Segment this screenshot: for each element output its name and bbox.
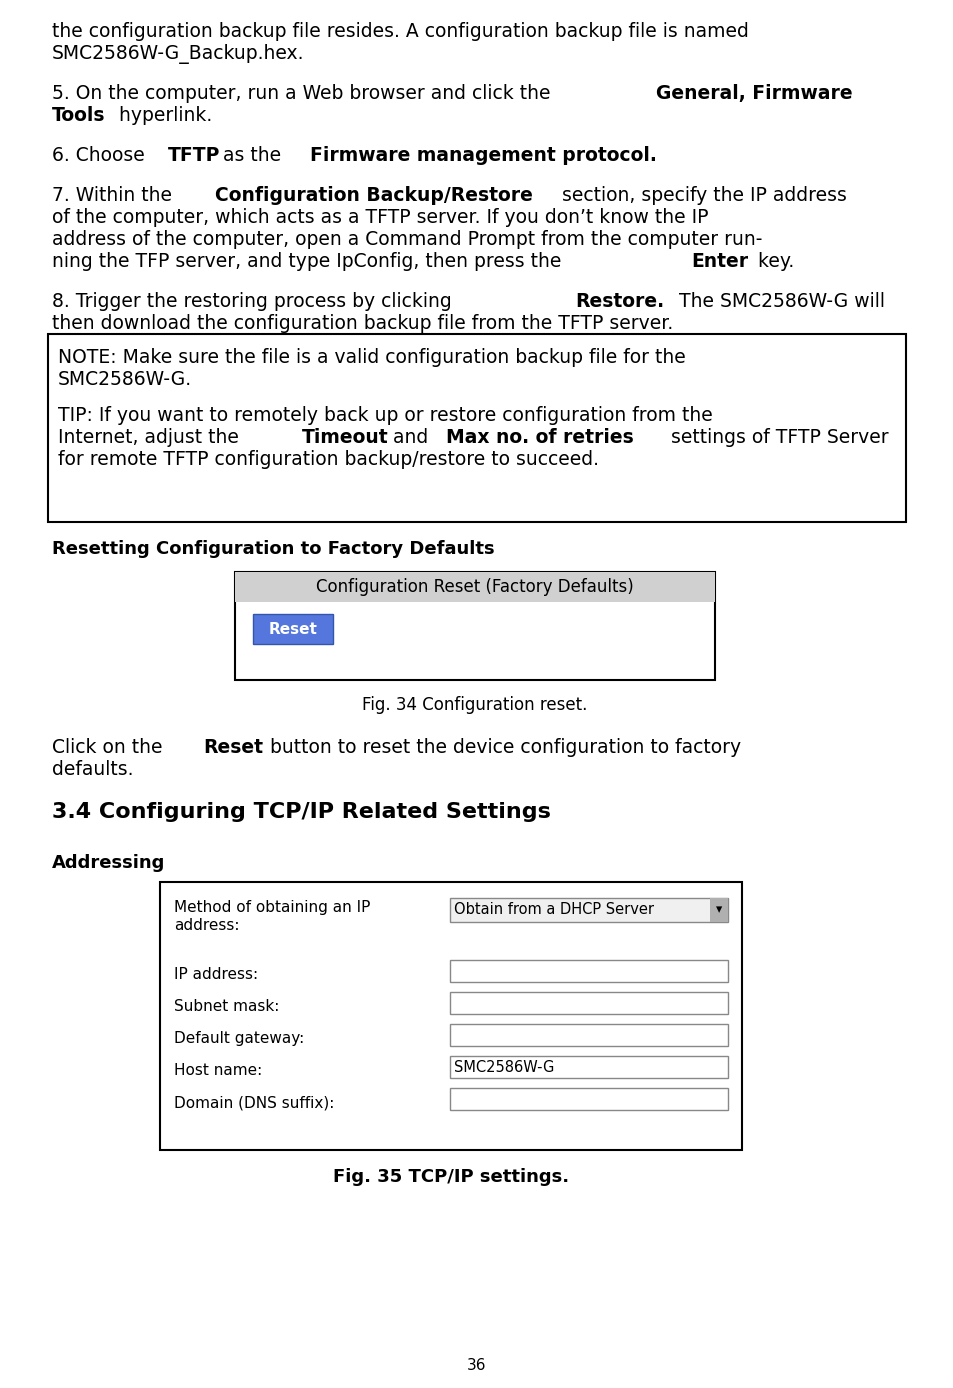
Text: Tools: Tools bbox=[52, 105, 106, 125]
Text: Fig. 35 TCP/IP settings.: Fig. 35 TCP/IP settings. bbox=[333, 1167, 569, 1185]
Text: defaults.: defaults. bbox=[52, 761, 133, 779]
Text: Host name:: Host name: bbox=[173, 1063, 262, 1078]
Text: Configuration Reset (Factory Defaults): Configuration Reset (Factory Defaults) bbox=[315, 577, 633, 595]
Text: The SMC2586W-G will: The SMC2586W-G will bbox=[672, 291, 883, 311]
Bar bbox=[234, 572, 714, 602]
Text: 36: 36 bbox=[467, 1357, 486, 1373]
Text: General, Firmware: General, Firmware bbox=[656, 85, 852, 103]
Text: IP address:: IP address: bbox=[173, 967, 258, 981]
Text: address of the computer, open a Command Prompt from the computer run-: address of the computer, open a Command … bbox=[52, 230, 761, 248]
Text: TIP: If you want to remotely back up or restore configuration from the: TIP: If you want to remotely back up or … bbox=[58, 407, 712, 425]
Text: TFTP: TFTP bbox=[168, 146, 220, 165]
Bar bbox=[48, 335, 905, 522]
Text: Reset: Reset bbox=[269, 622, 317, 637]
Text: of the computer, which acts as a TFTP server. If you don’t know the IP: of the computer, which acts as a TFTP se… bbox=[52, 208, 708, 228]
Text: Click on the: Click on the bbox=[52, 738, 169, 756]
Text: section, specify the IP address: section, specify the IP address bbox=[556, 186, 846, 205]
Text: Resetting Configuration to Factory Defaults: Resetting Configuration to Factory Defau… bbox=[52, 540, 494, 558]
Text: 8. Trigger the restoring process by clicking: 8. Trigger the restoring process by clic… bbox=[52, 291, 457, 311]
Text: Addressing: Addressing bbox=[52, 854, 165, 872]
Text: settings of TFTP Server: settings of TFTP Server bbox=[664, 428, 887, 447]
Text: Enter: Enter bbox=[691, 253, 748, 271]
Text: Timeout: Timeout bbox=[302, 428, 388, 447]
Text: Internet, adjust the: Internet, adjust the bbox=[58, 428, 245, 447]
Text: 5. On the computer, run a Web browser and click the: 5. On the computer, run a Web browser an… bbox=[52, 85, 556, 103]
Bar bbox=[450, 1024, 727, 1047]
Bar bbox=[709, 898, 727, 922]
Text: key.: key. bbox=[752, 253, 794, 271]
Text: 3.4 Configuring TCP/IP Related Settings: 3.4 Configuring TCP/IP Related Settings bbox=[52, 802, 550, 822]
Text: 6. Choose: 6. Choose bbox=[52, 146, 151, 165]
Text: and: and bbox=[387, 428, 435, 447]
Bar bbox=[234, 572, 714, 680]
Text: Subnet mask:: Subnet mask: bbox=[173, 999, 279, 1015]
Text: SMC2586W-G_Backup.hex.: SMC2586W-G_Backup.hex. bbox=[52, 44, 304, 64]
Bar bbox=[450, 960, 727, 981]
Bar bbox=[450, 1088, 727, 1110]
Text: Max no. of retries: Max no. of retries bbox=[445, 428, 633, 447]
Text: Method of obtaining an IP: Method of obtaining an IP bbox=[173, 899, 370, 915]
Text: Configuration Backup/Restore: Configuration Backup/Restore bbox=[214, 186, 532, 205]
Text: the configuration backup file resides. A configuration backup file is named: the configuration backup file resides. A… bbox=[52, 22, 748, 42]
Text: as the: as the bbox=[216, 146, 287, 165]
Bar bbox=[450, 898, 727, 922]
Text: button to reset the device configuration to factory: button to reset the device configuration… bbox=[264, 738, 740, 756]
Bar bbox=[450, 1056, 727, 1078]
Text: 7. Within the: 7. Within the bbox=[52, 186, 178, 205]
Text: ning the TFP server, and type IpConfig, then press the: ning the TFP server, and type IpConfig, … bbox=[52, 253, 567, 271]
Text: ▾: ▾ bbox=[715, 904, 721, 916]
Text: Default gateway:: Default gateway: bbox=[173, 1031, 304, 1047]
Text: Domain (DNS suffix):: Domain (DNS suffix): bbox=[173, 1095, 334, 1110]
Bar bbox=[160, 881, 741, 1151]
Bar bbox=[253, 613, 333, 644]
Bar bbox=[450, 992, 727, 1015]
Text: address:: address: bbox=[173, 917, 239, 933]
Text: Fig. 34 Configuration reset.: Fig. 34 Configuration reset. bbox=[362, 695, 587, 713]
Text: SMC2586W-G: SMC2586W-G bbox=[454, 1059, 554, 1074]
Text: hyperlink.: hyperlink. bbox=[112, 105, 212, 125]
Text: Obtain from a DHCP Server: Obtain from a DHCP Server bbox=[454, 902, 654, 917]
Text: SMC2586W-G.: SMC2586W-G. bbox=[58, 371, 192, 389]
Text: Reset: Reset bbox=[203, 738, 263, 756]
Text: Firmware management protocol.: Firmware management protocol. bbox=[310, 146, 657, 165]
Text: for remote TFTP configuration backup/restore to succeed.: for remote TFTP configuration backup/res… bbox=[58, 450, 598, 469]
Text: NOTE: Make sure the file is a valid configuration backup file for the: NOTE: Make sure the file is a valid conf… bbox=[58, 348, 685, 366]
Text: then download the configuration backup file from the TFTP server.: then download the configuration backup f… bbox=[52, 314, 673, 333]
Text: Restore.: Restore. bbox=[575, 291, 663, 311]
